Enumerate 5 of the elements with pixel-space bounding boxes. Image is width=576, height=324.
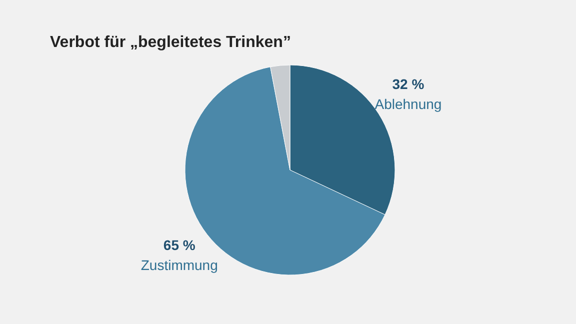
data-label: 65 %: [163, 236, 196, 253]
slice-label: Zustimmung: [140, 256, 218, 273]
slice-label: Ablehnung: [374, 96, 442, 112]
chart-title: Verbot für „begleitetes Trinken”: [50, 34, 291, 51]
data-label: 32 %: [392, 76, 425, 92]
